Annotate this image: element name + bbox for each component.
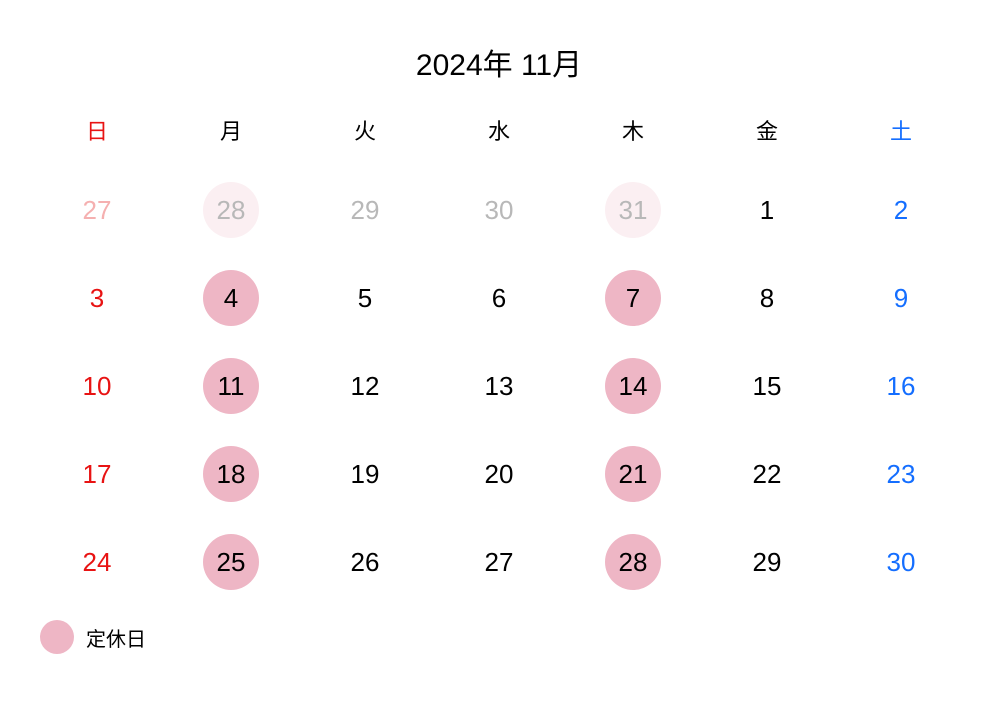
day-number: 30 (873, 534, 929, 590)
day-number: 28 (203, 182, 259, 238)
day-number: 24 (69, 534, 125, 590)
legend-label-closed: 定休日 (86, 623, 146, 652)
calendar-day: 11 (164, 356, 298, 416)
day-number: 11 (203, 358, 259, 414)
calendar-day: 22 (700, 444, 834, 504)
calendar-day: 7 (566, 268, 700, 328)
day-number: 26 (337, 534, 393, 590)
day-number: 2 (873, 182, 929, 238)
calendar-day: 23 (834, 444, 968, 504)
day-number: 9 (873, 270, 929, 326)
calendar-day: 25 (164, 532, 298, 592)
day-number: 19 (337, 446, 393, 502)
calendar-day: 15 (700, 356, 834, 416)
calendar-day: 27 (432, 532, 566, 592)
day-number: 7 (605, 270, 661, 326)
calendar-title: 2024年 11月 (30, 40, 968, 84)
day-number: 25 (203, 534, 259, 590)
day-number: 16 (873, 358, 929, 414)
calendar-day: 6 (432, 268, 566, 328)
day-number: 18 (203, 446, 259, 502)
weekday-header-sat: 土 (834, 114, 968, 152)
day-number: 22 (739, 446, 795, 502)
calendar-day: 9 (834, 268, 968, 328)
day-number: 28 (605, 534, 661, 590)
day-number: 29 (337, 182, 393, 238)
calendar-day: 24 (30, 532, 164, 592)
day-number: 30 (471, 182, 527, 238)
legend: 定休日 (30, 620, 968, 654)
calendar-day: 17 (30, 444, 164, 504)
weekday-header-thu: 木 (566, 114, 700, 152)
day-number: 6 (471, 270, 527, 326)
calendar-day: 30 (432, 180, 566, 240)
weekday-header-wed: 水 (432, 114, 566, 152)
day-number: 27 (69, 182, 125, 238)
day-number: 31 (605, 182, 661, 238)
day-number: 15 (739, 358, 795, 414)
day-number: 14 (605, 358, 661, 414)
calendar-day: 19 (298, 444, 432, 504)
calendar-day: 2 (834, 180, 968, 240)
day-number: 10 (69, 358, 125, 414)
calendar-day: 28 (164, 180, 298, 240)
day-number: 12 (337, 358, 393, 414)
calendar-day: 3 (30, 268, 164, 328)
weekday-header-mon: 月 (164, 114, 298, 152)
calendar-day: 14 (566, 356, 700, 416)
day-number: 8 (739, 270, 795, 326)
calendar-day: 26 (298, 532, 432, 592)
day-number: 13 (471, 358, 527, 414)
calendar-day: 16 (834, 356, 968, 416)
day-number: 20 (471, 446, 527, 502)
weekday-header-tue: 火 (298, 114, 432, 152)
calendar-day: 21 (566, 444, 700, 504)
calendar-day: 10 (30, 356, 164, 416)
day-number: 27 (471, 534, 527, 590)
legend-dot-closed (40, 620, 74, 654)
calendar-day: 31 (566, 180, 700, 240)
calendar-day: 5 (298, 268, 432, 328)
day-number: 21 (605, 446, 661, 502)
calendar-grid: 日 月 火 水 木 金 土 27282930311234567891011121… (30, 114, 968, 592)
calendar-day: 4 (164, 268, 298, 328)
calendar-day: 8 (700, 268, 834, 328)
calendar-day: 27 (30, 180, 164, 240)
calendar-day: 28 (566, 532, 700, 592)
day-number: 29 (739, 534, 795, 590)
calendar-day: 13 (432, 356, 566, 416)
calendar-day: 1 (700, 180, 834, 240)
day-number: 23 (873, 446, 929, 502)
calendar-day: 29 (298, 180, 432, 240)
calendar-day: 12 (298, 356, 432, 416)
day-number: 1 (739, 182, 795, 238)
day-number: 5 (337, 270, 393, 326)
calendar-day: 30 (834, 532, 968, 592)
calendar-day: 29 (700, 532, 834, 592)
calendar: 2024年 11月 日 月 火 水 木 金 土 2728293031123456… (30, 40, 968, 654)
weekday-header-fri: 金 (700, 114, 834, 152)
day-number: 3 (69, 270, 125, 326)
weekday-header-sun: 日 (30, 114, 164, 152)
day-number: 17 (69, 446, 125, 502)
day-number: 4 (203, 270, 259, 326)
calendar-day: 18 (164, 444, 298, 504)
calendar-day: 20 (432, 444, 566, 504)
